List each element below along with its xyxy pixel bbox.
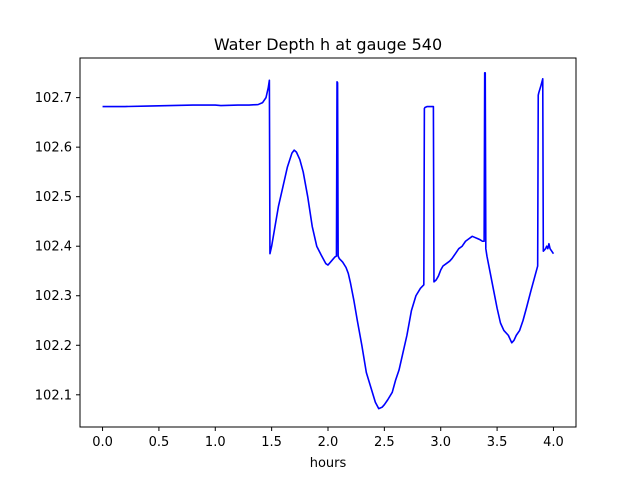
x-tick-label: 0.5 <box>149 435 170 450</box>
series-line <box>102 72 555 410</box>
x-tick-label: 1.0 <box>205 435 226 450</box>
x-axis: 0.0 0.5 1.0 1.5 2.0 2.5 3.0 3.5 4.0 <box>92 427 564 450</box>
y-tick-label: 102.7 <box>35 91 72 106</box>
x-tick-label: 3.0 <box>430 435 451 450</box>
y-axis: 102.1 102.2 102.3 102.4 102.5 102.6 102.7 <box>35 91 80 403</box>
y-tick-label: 102.2 <box>35 339 72 354</box>
x-axis-label: hours <box>310 456 347 471</box>
x-tick-label: 2.5 <box>374 435 395 450</box>
x-tick-label: 3.5 <box>487 435 508 450</box>
y-tick-label: 102.4 <box>35 240 72 255</box>
chart-title: Water Depth h at gauge 540 <box>214 35 442 54</box>
x-tick-label: 1.5 <box>261 435 282 450</box>
y-tick-label: 102.1 <box>35 388 72 403</box>
x-tick-label: 4.0 <box>543 435 564 450</box>
x-tick-label: 2.0 <box>318 435 339 450</box>
y-tick-label: 102.6 <box>35 141 72 156</box>
y-tick-label: 102.3 <box>35 289 72 304</box>
y-tick-label: 102.5 <box>35 190 72 205</box>
series-layer <box>102 72 555 410</box>
x-tick-label: 0.0 <box>92 435 113 450</box>
